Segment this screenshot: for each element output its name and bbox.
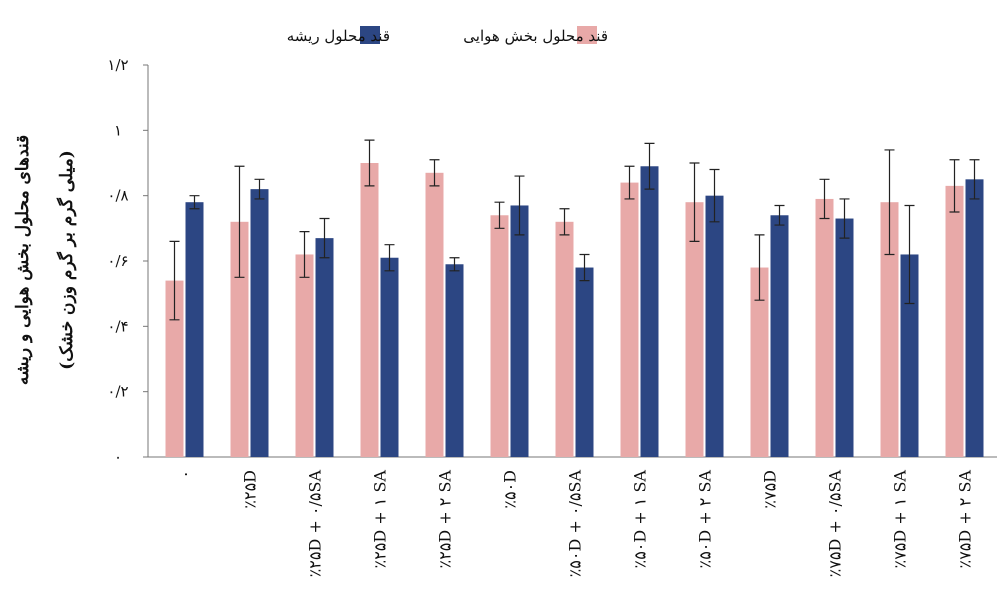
bar <box>185 202 204 457</box>
bar <box>165 280 184 457</box>
error-bar <box>904 204 915 305</box>
error-bar <box>819 178 830 220</box>
bar <box>315 238 334 457</box>
bar <box>425 172 444 458</box>
error-bar <box>559 208 570 236</box>
legend-swatch <box>577 26 597 44</box>
error-bar <box>429 159 440 187</box>
bar <box>620 182 639 457</box>
x-tick-label: ٪۲۵D <box>241 470 260 509</box>
bar <box>880 202 899 457</box>
x-tick-label: ٪۵۰D + ۲ SA <box>696 470 715 569</box>
error-bar <box>449 257 460 272</box>
bar <box>295 254 314 457</box>
bar <box>815 198 834 457</box>
x-tick-label: ۰ <box>176 470 195 479</box>
bar <box>750 267 769 457</box>
bar <box>575 267 594 457</box>
bar <box>230 221 249 457</box>
x-tick-label: ٪۵۰D + ۰/۵SA <box>566 470 585 578</box>
bar <box>945 185 964 457</box>
bar <box>705 195 724 457</box>
legend-label: قند محلول ریشه <box>287 27 390 45</box>
y-axis-title: قندهای محلول بخش هوایی و ریشه <box>13 135 33 385</box>
bar <box>510 205 529 457</box>
x-tick-label: ٪۷۵D <box>761 470 780 509</box>
bar <box>640 166 659 457</box>
y-axis-title: (میلی گرم بر گرم وزن خشک) <box>56 150 77 370</box>
error-bar <box>384 244 395 272</box>
bar <box>360 163 379 457</box>
legend-swatch <box>360 26 380 44</box>
x-tick-label: ٪۵۰D <box>501 470 520 509</box>
y-tick-label: ۱/۲ <box>107 56 128 74</box>
bar <box>380 257 399 457</box>
y-tick-label: ۰/۸ <box>107 187 128 205</box>
x-tick-label: ٪۷۵D + ۱ SA <box>891 470 910 569</box>
bar <box>965 179 984 458</box>
error-bar <box>624 165 635 200</box>
bar <box>555 221 574 457</box>
legend-label: قند محلول بخش هوایی <box>463 27 608 45</box>
bar <box>835 218 854 457</box>
error-bar <box>689 162 700 242</box>
error-bar <box>754 234 765 301</box>
error-bar <box>319 217 330 259</box>
bar <box>685 202 704 457</box>
error-bar <box>774 204 785 226</box>
error-bar <box>969 159 980 200</box>
error-bar <box>234 165 245 278</box>
y-tick-label: ۰/۴ <box>107 317 128 335</box>
error-bar <box>884 149 895 256</box>
x-tick-label: ٪۷۵D + ۰/۵SA <box>826 470 845 578</box>
error-bar <box>364 139 375 187</box>
bar <box>770 215 789 457</box>
error-bar <box>579 253 590 282</box>
y-tick-label: ۰/۲ <box>107 383 128 401</box>
error-bar <box>189 195 200 210</box>
x-tick-label: ٪۵۰D + ۱ SA <box>631 470 650 569</box>
bar <box>490 215 509 457</box>
bar <box>250 189 269 457</box>
error-bar <box>514 175 525 236</box>
y-tick-label: ۰/۶ <box>107 252 128 270</box>
y-tick-label: ۱ <box>114 121 122 139</box>
y-tick-label: ۰ <box>114 448 122 466</box>
bar <box>900 254 919 457</box>
error-bar <box>169 240 180 321</box>
error-bar <box>254 178 265 200</box>
x-tick-label: ٪۷۵D + ۲ SA <box>956 470 975 569</box>
error-bar <box>644 142 655 190</box>
x-tick-label: ٪۲۵D + ۰/۵SA <box>306 470 325 578</box>
error-bar <box>494 201 505 229</box>
error-bar <box>299 231 310 278</box>
error-bar <box>709 168 720 223</box>
bar <box>445 264 464 457</box>
x-tick-label: ٪۲۵D + ۲ SA <box>436 470 455 569</box>
x-tick-label: ٪۲۵D + ۱ SA <box>371 470 390 569</box>
error-bar <box>949 159 960 213</box>
error-bar <box>839 198 850 239</box>
